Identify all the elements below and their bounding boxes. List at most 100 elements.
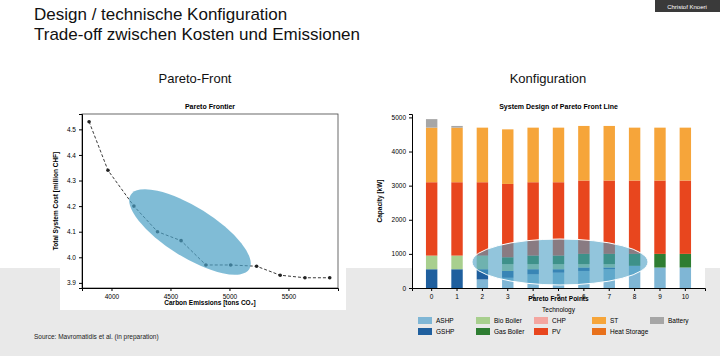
legend-item: Battery xyxy=(650,317,689,325)
bar-segment xyxy=(477,182,488,255)
data-point xyxy=(328,276,332,280)
panel-title: Pareto-Front xyxy=(159,71,232,86)
y-tick-mark xyxy=(79,155,82,156)
chart-panel xyxy=(374,98,714,338)
legend-swatch xyxy=(476,328,490,335)
bar-segment xyxy=(426,182,437,255)
bar-segment xyxy=(502,129,513,184)
y-tick: 3.9 xyxy=(67,279,82,286)
bar-segment xyxy=(654,127,665,128)
x-tick-mark xyxy=(659,288,660,291)
y-tick: 2000 xyxy=(392,216,412,223)
x-tick-mark xyxy=(685,288,686,291)
x-tick-label: 5500 xyxy=(282,293,297,300)
y-tick: 4.1 xyxy=(67,228,82,235)
x-tick-mark xyxy=(609,288,610,291)
y-tick-label: 3.9 xyxy=(67,279,76,286)
bar-segment xyxy=(680,127,691,128)
x-tick-mark xyxy=(583,288,584,291)
legend-label: PV xyxy=(552,328,561,335)
bar-segment xyxy=(527,128,538,183)
legend-swatch xyxy=(418,317,432,324)
legend-label: ASHP xyxy=(436,317,454,324)
bar-segment xyxy=(654,181,665,254)
x-tick-label: 9 xyxy=(658,293,662,300)
bar-segment xyxy=(680,181,691,254)
x-tick-label: 1 xyxy=(455,293,459,300)
y-tick-label: 4.2 xyxy=(67,203,76,210)
bar-segment xyxy=(654,127,665,128)
x-tick: 4000 xyxy=(105,288,120,300)
x-tick: 4500 xyxy=(164,288,179,300)
bar-segment xyxy=(527,127,538,128)
x-tick-mark xyxy=(431,288,432,291)
bar-segment xyxy=(502,129,513,130)
legend-label: Heat Storage xyxy=(610,328,649,336)
y-tick-label: 1000 xyxy=(392,250,407,257)
y-tick: 4.4 xyxy=(67,152,82,159)
x-tick: 1 xyxy=(455,288,459,300)
bar-segment xyxy=(426,128,437,183)
x-tick-mark xyxy=(111,288,112,291)
x-tick-mark xyxy=(482,288,483,291)
bar-segment xyxy=(451,128,462,183)
y-tick: 4.5 xyxy=(67,126,82,133)
y-tick-label: 5000 xyxy=(392,114,407,121)
bar-segment xyxy=(451,256,462,270)
y-tick: 4.0 xyxy=(67,254,82,261)
bar-segment xyxy=(477,127,488,128)
x-tick: 7 xyxy=(607,288,611,300)
y-tick-mark xyxy=(409,288,412,289)
bar-segment xyxy=(629,127,640,128)
bar-segment xyxy=(553,128,564,183)
x-tick: 3 xyxy=(506,288,510,300)
x-tick: 0 xyxy=(430,288,434,300)
y-tick-mark xyxy=(79,257,82,258)
y-tick-label: 3000 xyxy=(392,182,407,189)
legend: ASHPGSHPBio BoilerGas BoilerCHPPVSTHeat … xyxy=(418,317,689,336)
data-point xyxy=(278,273,282,277)
bar-segment xyxy=(477,279,488,288)
chart-panel xyxy=(60,98,346,310)
legend-item: ASHP xyxy=(418,317,454,324)
bar-segment xyxy=(578,125,589,126)
bar-segment xyxy=(654,254,665,268)
data-point xyxy=(255,264,259,268)
y-tick-mark xyxy=(79,232,82,233)
legend-swatch xyxy=(592,317,606,324)
presenter-thumbnail xyxy=(655,0,720,12)
legend-label: Bio Boiler xyxy=(494,317,523,324)
chart-title: Pareto Frontier xyxy=(185,103,235,110)
panel-title: Konfiguration xyxy=(510,71,587,86)
x-axis-title: Pareto Front Points xyxy=(528,295,589,302)
x-tick-mark xyxy=(507,288,508,291)
legend-item: Gas Boiler xyxy=(476,328,525,335)
y-tick: 1000 xyxy=(392,250,412,257)
x-tick: 5000 xyxy=(223,288,238,300)
legend-swatch xyxy=(418,328,432,335)
x-tick: 2 xyxy=(481,288,485,300)
presenter-name: Christof Knoeri xyxy=(667,4,707,10)
y-tick-label: 4.0 xyxy=(67,254,76,261)
legend-title: Technology xyxy=(542,306,576,314)
bar-segment xyxy=(680,254,691,268)
bar-segment xyxy=(451,269,462,288)
y-axis-line xyxy=(409,115,413,289)
legend-item: Bio Boiler xyxy=(476,317,523,324)
legend-item: PV xyxy=(534,328,561,335)
y-tick-label: 4.4 xyxy=(67,152,76,159)
x-tick-mark xyxy=(288,288,289,291)
bar-segment xyxy=(426,119,437,128)
y-tick: 5000 xyxy=(392,114,412,121)
y-tick-label: 2000 xyxy=(392,216,407,223)
y-axis: 3.94.04.14.24.34.44.5 xyxy=(67,115,83,289)
bar-segment xyxy=(477,128,488,183)
plot-background xyxy=(412,114,705,288)
x-tick: 10 xyxy=(682,288,690,300)
legend-item: CHP xyxy=(534,317,566,324)
x-tick-label: 4000 xyxy=(105,293,120,300)
x-tick: 9 xyxy=(658,288,662,300)
legend-item: ST xyxy=(592,317,618,324)
y-tick: 0 xyxy=(402,285,412,292)
y-axis-title: Total System Cost [million CHF] xyxy=(52,152,60,250)
